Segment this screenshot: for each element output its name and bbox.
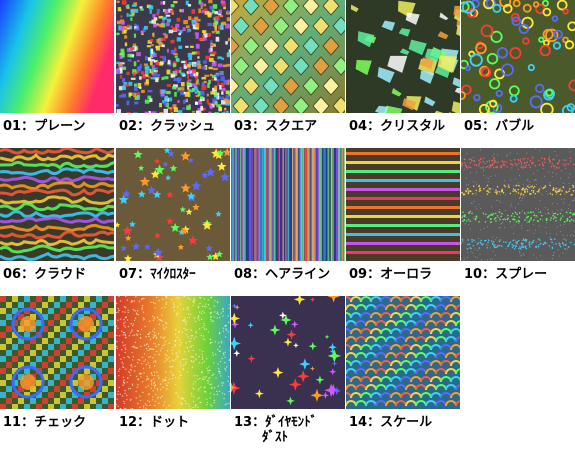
sample-label: 11：チェック <box>3 415 87 430</box>
square-diamond-swatch <box>231 0 345 113</box>
sample-label: 12：ドット <box>119 415 190 430</box>
aurora-band-swatch <box>346 148 460 261</box>
sample-label: 03：スクエア <box>234 119 318 134</box>
diamond-dust-swatch <box>231 296 345 409</box>
sample-label: 04：クリスタル <box>349 119 446 134</box>
sample-label: 09：オーロラ <box>349 267 433 282</box>
sample-label: 06：クラウド <box>3 267 87 282</box>
sample-label: 01：プレーン <box>3 119 86 134</box>
sample-label: 05：バブル <box>464 119 535 134</box>
hairline-streak-swatch <box>231 148 345 261</box>
check-dot-swatch <box>0 296 114 409</box>
sample-label: 14：スケール <box>349 415 433 430</box>
bubble-ring-swatch <box>461 0 575 113</box>
scale-swatch <box>346 296 460 409</box>
sample-label-line: 13：ﾀﾞｲﾔﾓﾝﾄﾞ <box>234 415 318 430</box>
spray-band-swatch <box>461 148 575 261</box>
sample-label: 08：ヘアライン <box>234 267 331 282</box>
dot-rainbow-swatch <box>116 296 230 409</box>
crash-glitter-swatch <box>116 0 230 113</box>
sample-label-two-line: 13：ﾀﾞｲﾔﾓﾝﾄﾞ ﾀﾞｽﾄ <box>234 415 348 445</box>
sample-label: 02：クラッシュ <box>119 119 216 134</box>
sample-label: 07：ﾏｲｸﾛｽﾀｰ <box>119 267 196 282</box>
sample-label-line: ﾀﾞｽﾄ <box>262 430 288 445</box>
crystal-shard-swatch <box>346 0 460 113</box>
micro-star-swatch <box>116 148 230 261</box>
cloud-wave-swatch <box>0 148 114 261</box>
sample-label: 10：スプレー <box>464 267 548 282</box>
plain-gradient-swatch <box>0 0 114 113</box>
